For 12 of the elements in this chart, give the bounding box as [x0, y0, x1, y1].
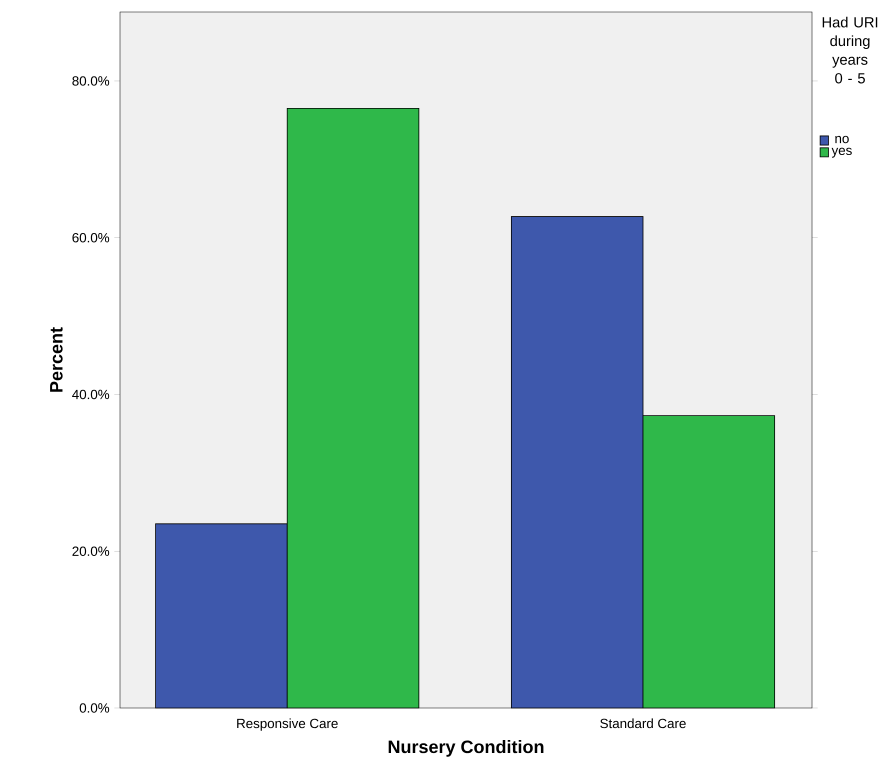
legend-label: no [835, 136, 849, 144]
legend-title: Had URI during years 0 - 5 [822, 16, 878, 84]
legend-label: yes [832, 148, 852, 158]
y-axis-title: Percent [50, 327, 63, 392]
y-tick-label: 80.0% [72, 76, 110, 86]
y-tick-label: 60.0% [72, 233, 110, 242]
y-tick-label: 0.0% [80, 703, 110, 713]
y-tick-label: 40.0% [72, 390, 110, 400]
x-axis-title: Nursery Condition [388, 740, 544, 757]
y-tick-label: 20.0% [72, 546, 110, 556]
x-tick-label: Responsive Care [237, 718, 338, 731]
x-tick-label: Standard Care [600, 718, 686, 728]
